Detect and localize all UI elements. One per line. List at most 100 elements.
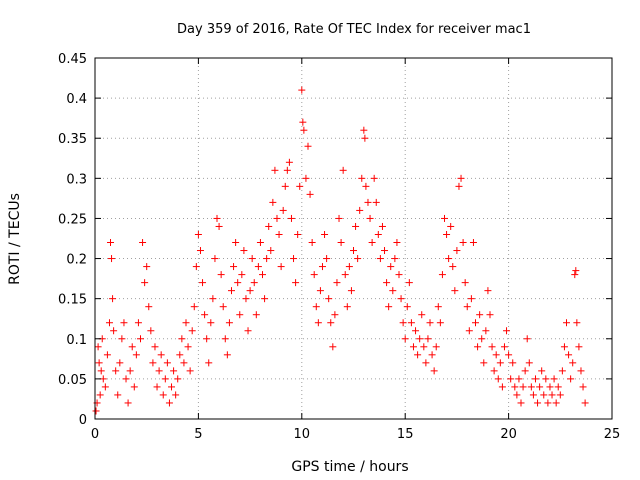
- data-point: [244, 327, 252, 335]
- data-point: [227, 287, 235, 295]
- data-point: [207, 319, 215, 327]
- x-axis-label: GPS time / hours: [291, 459, 408, 475]
- data-point: [292, 279, 300, 287]
- data-point: [352, 222, 360, 230]
- data-point: [540, 391, 548, 399]
- data-point: [337, 239, 345, 247]
- data-point: [339, 166, 347, 174]
- data-point: [116, 359, 124, 367]
- data-point: [498, 383, 506, 391]
- data-point: [565, 351, 573, 359]
- data-point: [240, 247, 248, 255]
- data-point: [298, 86, 306, 94]
- data-point: [318, 263, 326, 271]
- data-point: [230, 263, 238, 271]
- data-point: [542, 375, 550, 383]
- data-point: [174, 375, 182, 383]
- data-point: [92, 407, 100, 415]
- data-point: [132, 351, 140, 359]
- data-point: [176, 351, 184, 359]
- data-point: [232, 239, 240, 247]
- data-point: [161, 375, 169, 383]
- data-point: [242, 295, 250, 303]
- data-point: [105, 319, 113, 327]
- data-point: [409, 343, 417, 351]
- data-point: [393, 239, 401, 247]
- data-point: [155, 367, 163, 375]
- data-point: [147, 327, 155, 335]
- data-point: [527, 383, 535, 391]
- data-point: [366, 214, 374, 222]
- data-point: [575, 343, 583, 351]
- data-point: [238, 271, 246, 279]
- data-point: [490, 367, 498, 375]
- data-point: [205, 359, 213, 367]
- data-point: [118, 335, 126, 343]
- data-point: [563, 319, 571, 327]
- data-point: [327, 319, 335, 327]
- x-tick-label: 10: [294, 427, 311, 442]
- data-point: [321, 230, 329, 238]
- data-point: [95, 359, 103, 367]
- y-axis: 0 0.05 0.1 0.15 0.2 0.25 0.3 0.35 0.4 0.45: [58, 52, 612, 428]
- x-tick-label: 5: [194, 427, 202, 442]
- data-point: [430, 367, 438, 375]
- data-point: [389, 287, 397, 295]
- data-point: [149, 359, 157, 367]
- data-point: [536, 383, 544, 391]
- data-point: [474, 343, 482, 351]
- data-point: [248, 255, 256, 263]
- data-point: [285, 158, 293, 166]
- data-point: [302, 174, 310, 182]
- data-point: [96, 391, 104, 399]
- data-point: [108, 255, 116, 263]
- data-point: [360, 126, 368, 134]
- data-point: [515, 375, 523, 383]
- data-point: [256, 239, 264, 247]
- data-point: [259, 271, 267, 279]
- data-point: [182, 319, 190, 327]
- data-point: [211, 255, 219, 263]
- data-point: [447, 222, 455, 230]
- data-point: [438, 271, 446, 279]
- data-point: [376, 255, 384, 263]
- data-point: [496, 359, 504, 367]
- data-point: [422, 359, 430, 367]
- data-point: [476, 311, 484, 319]
- data-point: [381, 247, 389, 255]
- data-point: [151, 343, 159, 351]
- data-point: [333, 279, 341, 287]
- data-point: [341, 271, 349, 279]
- data-point: [94, 343, 102, 351]
- data-point: [399, 319, 407, 327]
- data-point: [492, 351, 500, 359]
- y-tick-label: 0.35: [58, 132, 87, 147]
- grid-lines: [95, 58, 612, 419]
- plot-frame: [94, 57, 613, 420]
- data-point: [523, 335, 531, 343]
- data-point: [569, 359, 577, 367]
- data-point: [572, 267, 580, 275]
- data-point: [299, 118, 307, 126]
- data-point: [97, 367, 105, 375]
- data-point: [364, 198, 372, 206]
- data-point: [440, 214, 448, 222]
- data-point: [325, 295, 333, 303]
- data-point: [407, 319, 415, 327]
- data-point: [424, 335, 432, 343]
- data-point: [223, 351, 231, 359]
- data-point: [246, 287, 254, 295]
- data-point: [449, 263, 457, 271]
- data-point: [120, 319, 128, 327]
- data-point: [215, 222, 223, 230]
- data-point: [335, 214, 343, 222]
- data-point: [283, 166, 291, 174]
- data-point: [279, 206, 287, 214]
- data-point: [114, 391, 122, 399]
- data-point: [304, 142, 312, 150]
- data-point: [478, 335, 486, 343]
- data-point: [159, 391, 167, 399]
- data-point: [517, 399, 525, 407]
- data-point: [494, 375, 502, 383]
